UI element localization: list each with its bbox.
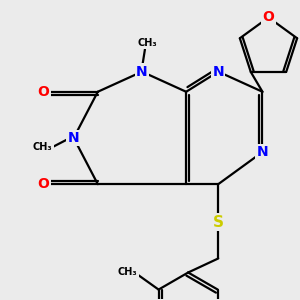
Text: N: N	[136, 65, 148, 79]
Text: O: O	[38, 177, 50, 191]
Text: S: S	[213, 215, 224, 230]
Text: CH₃: CH₃	[137, 38, 157, 48]
Text: CH₃: CH₃	[33, 142, 52, 152]
Text: O: O	[262, 11, 274, 25]
Text: CH₃: CH₃	[118, 267, 137, 277]
Text: N: N	[212, 65, 224, 79]
Text: N: N	[256, 145, 268, 159]
Text: O: O	[38, 85, 50, 99]
Text: N: N	[68, 131, 80, 145]
